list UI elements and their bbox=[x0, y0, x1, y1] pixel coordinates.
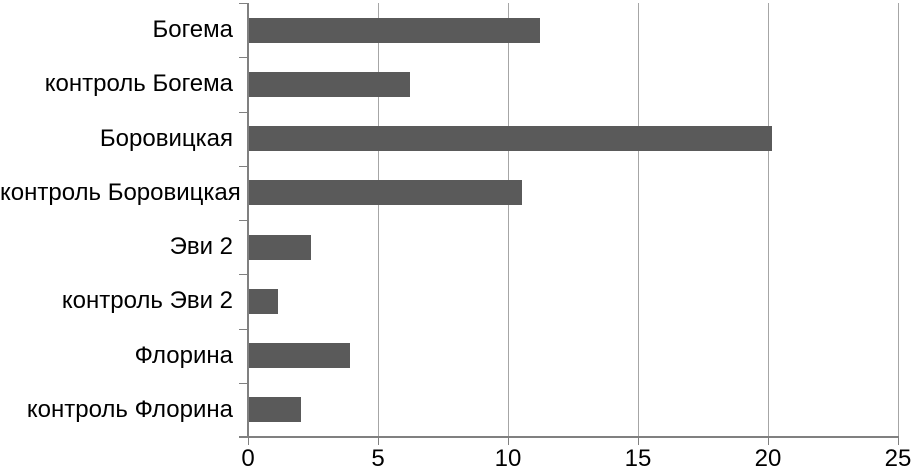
gridline-x-25 bbox=[898, 3, 899, 437]
gridline-x-10 bbox=[508, 3, 509, 437]
bar-4 bbox=[249, 235, 311, 260]
category-label-0: Богема bbox=[152, 16, 233, 43]
x-tick-label-5: 5 bbox=[371, 445, 385, 472]
category-label-5: контроль Эви 2 bbox=[61, 287, 233, 314]
x-tick-label-0: 0 bbox=[241, 445, 255, 472]
category-label-7: контроль Флорина bbox=[26, 396, 233, 423]
category-label-6: Флорина bbox=[134, 342, 233, 369]
bar-6 bbox=[249, 343, 350, 368]
y-axis-tick-8 bbox=[239, 437, 247, 438]
bar-7 bbox=[249, 397, 301, 422]
category-label-1: контроль Богема bbox=[44, 70, 233, 97]
y-axis-tick-6 bbox=[239, 329, 247, 330]
category-label-3: контроль Боровицкая bbox=[0, 179, 241, 206]
x-axis-tick-0 bbox=[248, 438, 249, 445]
x-axis-tick-25 bbox=[898, 438, 899, 445]
x-axis-tick-5 bbox=[378, 438, 379, 445]
x-tick-label-25: 25 bbox=[884, 445, 911, 472]
x-tick-label-10: 10 bbox=[494, 445, 522, 472]
x-axis-line bbox=[239, 436, 899, 438]
y-axis-line bbox=[247, 3, 249, 438]
gridline-x-5 bbox=[378, 3, 379, 437]
y-axis-tick-0 bbox=[239, 3, 247, 4]
category-label-4: Эви 2 bbox=[169, 233, 233, 260]
bar-0 bbox=[249, 18, 540, 43]
gridline-x-15 bbox=[638, 3, 639, 437]
x-axis-tick-10 bbox=[508, 438, 509, 445]
y-axis-tick-2 bbox=[239, 112, 247, 113]
bar-2 bbox=[249, 126, 772, 151]
y-axis-tick-7 bbox=[239, 383, 247, 384]
bar-3 bbox=[249, 180, 522, 205]
bar-1 bbox=[249, 72, 410, 97]
category-label-2: Боровицкая bbox=[99, 125, 233, 152]
y-axis-tick-5 bbox=[239, 274, 247, 275]
y-axis-tick-1 bbox=[239, 57, 247, 58]
x-axis-tick-15 bbox=[638, 438, 639, 445]
x-axis-tick-20 bbox=[768, 438, 769, 445]
y-axis-tick-4 bbox=[239, 220, 247, 221]
gridline-x-20 bbox=[768, 3, 769, 437]
y-axis-tick-3 bbox=[239, 166, 247, 167]
x-tick-label-20: 20 bbox=[754, 445, 782, 472]
x-tick-label-15: 15 bbox=[624, 445, 652, 472]
bar-5 bbox=[249, 289, 278, 314]
